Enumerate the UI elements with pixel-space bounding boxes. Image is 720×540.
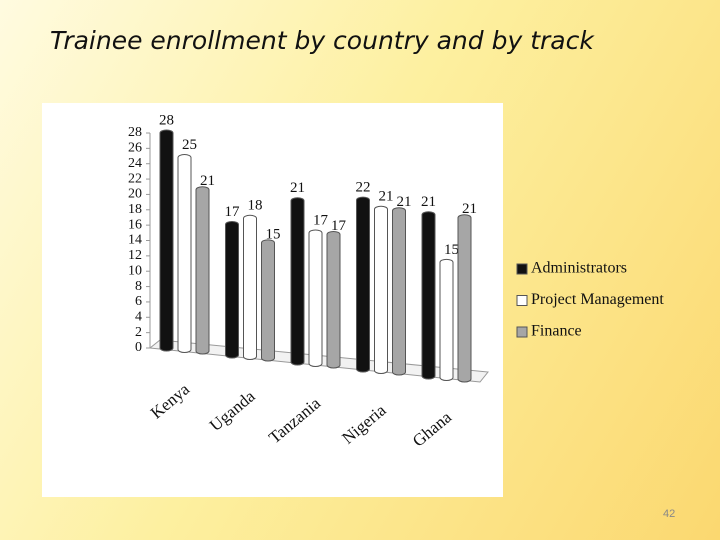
y-tick-label: 24 <box>128 156 142 171</box>
bar <box>195 186 210 355</box>
value-label: 21 <box>379 189 394 205</box>
legend-label: Finance <box>531 323 582 340</box>
page-number: 42 <box>663 508 676 520</box>
legend-marker <box>516 326 528 338</box>
y-tick-label: 18 <box>128 202 142 217</box>
value-label: 21 <box>421 194 436 210</box>
value-label: 22 <box>356 180 371 196</box>
bar <box>243 214 257 360</box>
slide-title: Trainee enrollment by country and by tra… <box>50 26 594 55</box>
y-tick-label: 12 <box>128 248 142 263</box>
bar <box>374 205 388 374</box>
y-tick-label: 22 <box>128 171 142 186</box>
bar <box>421 211 436 380</box>
legend-label: Project Management <box>531 291 664 308</box>
value-label: 28 <box>159 112 174 128</box>
legend-marker <box>516 295 528 306</box>
value-label: 15 <box>266 226 281 242</box>
value-label: 18 <box>248 198 263 214</box>
bar <box>392 207 406 376</box>
y-tick-label: 10 <box>128 263 142 278</box>
y-tick-label: 26 <box>128 141 142 156</box>
legend-label: Administrators <box>531 260 627 277</box>
value-label: 21 <box>397 194 412 210</box>
value-label: 15 <box>444 242 459 258</box>
y-tick-label: 6 <box>135 294 142 309</box>
bar <box>308 229 323 367</box>
bar <box>225 220 239 359</box>
bar <box>457 214 472 383</box>
y-tick-label: 2 <box>135 325 142 340</box>
bar <box>261 239 275 362</box>
y-tick-label: 14 <box>128 233 142 248</box>
y-tick-label: 8 <box>135 279 142 294</box>
bar <box>356 196 370 373</box>
y-tick-label: 0 <box>135 340 142 355</box>
value-label: 25 <box>182 137 197 153</box>
bar <box>290 197 305 366</box>
bar <box>439 258 454 381</box>
y-tick-label: 16 <box>128 217 142 232</box>
value-label: 21 <box>290 180 305 196</box>
legend-marker <box>516 263 528 275</box>
y-tick-label: 20 <box>128 187 142 202</box>
value-label: 17 <box>225 204 241 220</box>
y-tick-label: 28 <box>128 125 142 140</box>
bar <box>177 154 192 353</box>
value-label: 17 <box>331 218 347 234</box>
bar <box>159 129 174 352</box>
value-label: 17 <box>313 212 329 228</box>
bar <box>326 230 341 369</box>
y-tick-label: 4 <box>135 310 142 325</box>
value-label: 21 <box>200 173 215 189</box>
value-label: 21 <box>462 201 477 217</box>
